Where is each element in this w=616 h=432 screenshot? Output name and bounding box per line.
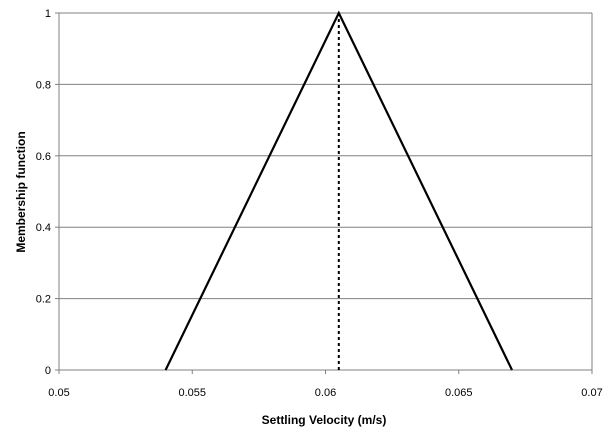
y-tick-label: 0.4 (36, 222, 51, 234)
triangular-membership-line (164, 10, 513, 371)
x-tick-label: 0.05 (48, 387, 69, 399)
x-axis-title: Settling Velocity (m/s) (262, 413, 387, 427)
plot-area-border (58, 13, 593, 371)
grid-lines (59, 12, 592, 300)
x-tick-label: 0.06 (315, 387, 336, 399)
y-axis-ticks: 0 0.2 0.4 0.6 0.8 1 (36, 8, 59, 377)
x-tick-label: 0.055 (178, 387, 206, 399)
data-series (164, 10, 513, 371)
x-axis-ticks: 0.05 0.055 0.06 0.065 0.07 (48, 370, 603, 399)
y-axis-title: Membership function (14, 131, 28, 252)
y-tick-label: 0.2 (36, 294, 51, 306)
x-tick-label: 0.07 (581, 387, 602, 399)
y-tick-label: 0.6 (36, 151, 51, 163)
x-tick-label: 0.065 (445, 387, 473, 399)
y-tick-label: 0 (45, 365, 51, 377)
y-tick-label: 1 (45, 8, 51, 20)
y-tick-label: 0.8 (36, 79, 51, 91)
